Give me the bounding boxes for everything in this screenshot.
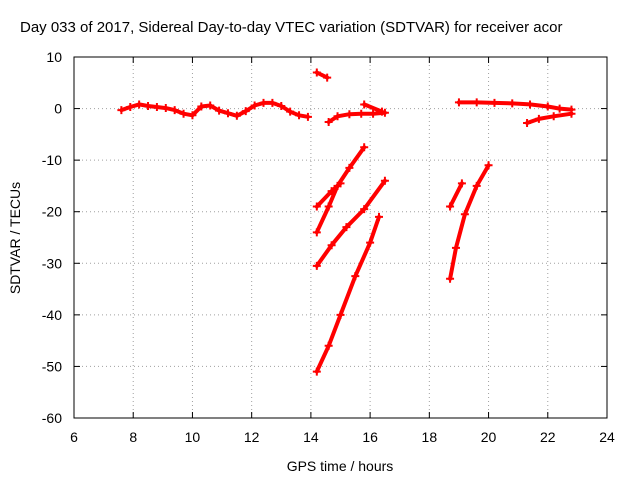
data-point [484, 161, 493, 170]
x-tick-label: 24 [599, 429, 615, 445]
series-line-arc-8 [314, 214, 381, 374]
series-line-arc-12 [525, 111, 574, 125]
data-point [472, 98, 481, 107]
y-tick-label: 0 [54, 101, 62, 117]
data-point [377, 107, 386, 116]
series-line-arc-4 [362, 102, 384, 114]
data-point [345, 163, 354, 172]
data-point [360, 143, 369, 152]
data-point [457, 179, 466, 188]
data-point [333, 112, 342, 121]
data-point [508, 99, 517, 108]
series-line-arc-1 [119, 100, 310, 119]
data-point [345, 110, 354, 119]
data-point [277, 101, 286, 110]
x-tick-label: 6 [70, 429, 78, 445]
data-point [170, 106, 179, 115]
data-point [360, 100, 369, 109]
data-point [206, 101, 215, 110]
y-tick-label: -30 [42, 255, 62, 271]
data-point [161, 104, 170, 113]
data-point [179, 109, 188, 118]
y-tick-label: -20 [42, 204, 62, 220]
data-point [241, 107, 250, 116]
data-point [555, 104, 564, 113]
x-tick-label: 22 [540, 429, 556, 445]
data-point [351, 272, 360, 281]
data-point [543, 102, 552, 111]
data-point [490, 98, 499, 107]
series-layer [117, 68, 576, 376]
data-point [312, 228, 321, 237]
series-line-arc-6 [314, 145, 367, 235]
data-point [451, 243, 460, 252]
data-point [117, 106, 126, 115]
data-point [152, 103, 161, 112]
data-point [188, 111, 197, 120]
data-point [303, 112, 312, 121]
data-point [357, 109, 366, 118]
plot-frame [73, 56, 608, 419]
data-point [312, 68, 321, 77]
x-tick-label: 18 [422, 429, 438, 445]
data-point [460, 210, 469, 219]
x-axis-label: GPS time / hours [287, 458, 394, 474]
data-point [324, 341, 333, 350]
data-point [312, 261, 321, 270]
data-point [549, 112, 558, 121]
data-point [232, 111, 241, 120]
x-tick-label: 10 [185, 429, 201, 445]
data-point [197, 102, 206, 111]
data-point [534, 114, 543, 123]
series-line-arc-9 [448, 181, 464, 209]
chart-title: Day 033 of 2017, Sidereal Day-to-day VTE… [20, 19, 562, 36]
data-point [360, 205, 369, 214]
x-tick-label: 12 [244, 429, 260, 445]
data-point [324, 117, 333, 126]
data-point [369, 109, 378, 118]
data-point [286, 107, 295, 116]
data-point [380, 176, 389, 185]
data-point [268, 98, 277, 107]
data-point [374, 212, 383, 221]
data-point [446, 274, 455, 283]
y-tick-label: -60 [42, 410, 62, 426]
x-tick-label: 20 [481, 429, 497, 445]
y-tick-label: -40 [42, 307, 62, 323]
series-line-arc-10 [448, 163, 491, 281]
data-point [135, 100, 144, 109]
data-point [126, 103, 135, 112]
data-point [295, 111, 304, 120]
data-point [327, 241, 336, 250]
data-point [223, 109, 232, 118]
data-point [144, 101, 153, 110]
data-point [526, 100, 535, 109]
y-axis-label: SDTVAR / TECUs [7, 182, 23, 294]
x-tick-label: 14 [303, 429, 319, 445]
data-point [324, 202, 333, 211]
data-point [215, 106, 224, 115]
data-point [333, 181, 342, 190]
data-point [259, 98, 268, 107]
data-point [312, 202, 321, 211]
x-tick-label: 16 [362, 429, 378, 445]
data-point [523, 119, 532, 128]
x-tick-label: 8 [129, 429, 137, 445]
tick-layer: 6 8 10 12 14 16 18 20 22 24 10 0 -10 -20 -30 -40 -50 -60 [42, 49, 615, 445]
y-tick-label: -50 [42, 358, 62, 374]
data-point [446, 202, 455, 211]
data-point [336, 310, 345, 319]
y-tick-label: 10 [46, 49, 62, 65]
data-point [472, 181, 481, 190]
data-point [323, 73, 332, 82]
data-point [250, 101, 259, 110]
data-point [454, 98, 463, 107]
y-tick-label: -10 [42, 152, 62, 168]
data-point [342, 223, 351, 232]
data-point [366, 238, 375, 247]
data-point [312, 367, 321, 376]
data-point [567, 109, 576, 118]
